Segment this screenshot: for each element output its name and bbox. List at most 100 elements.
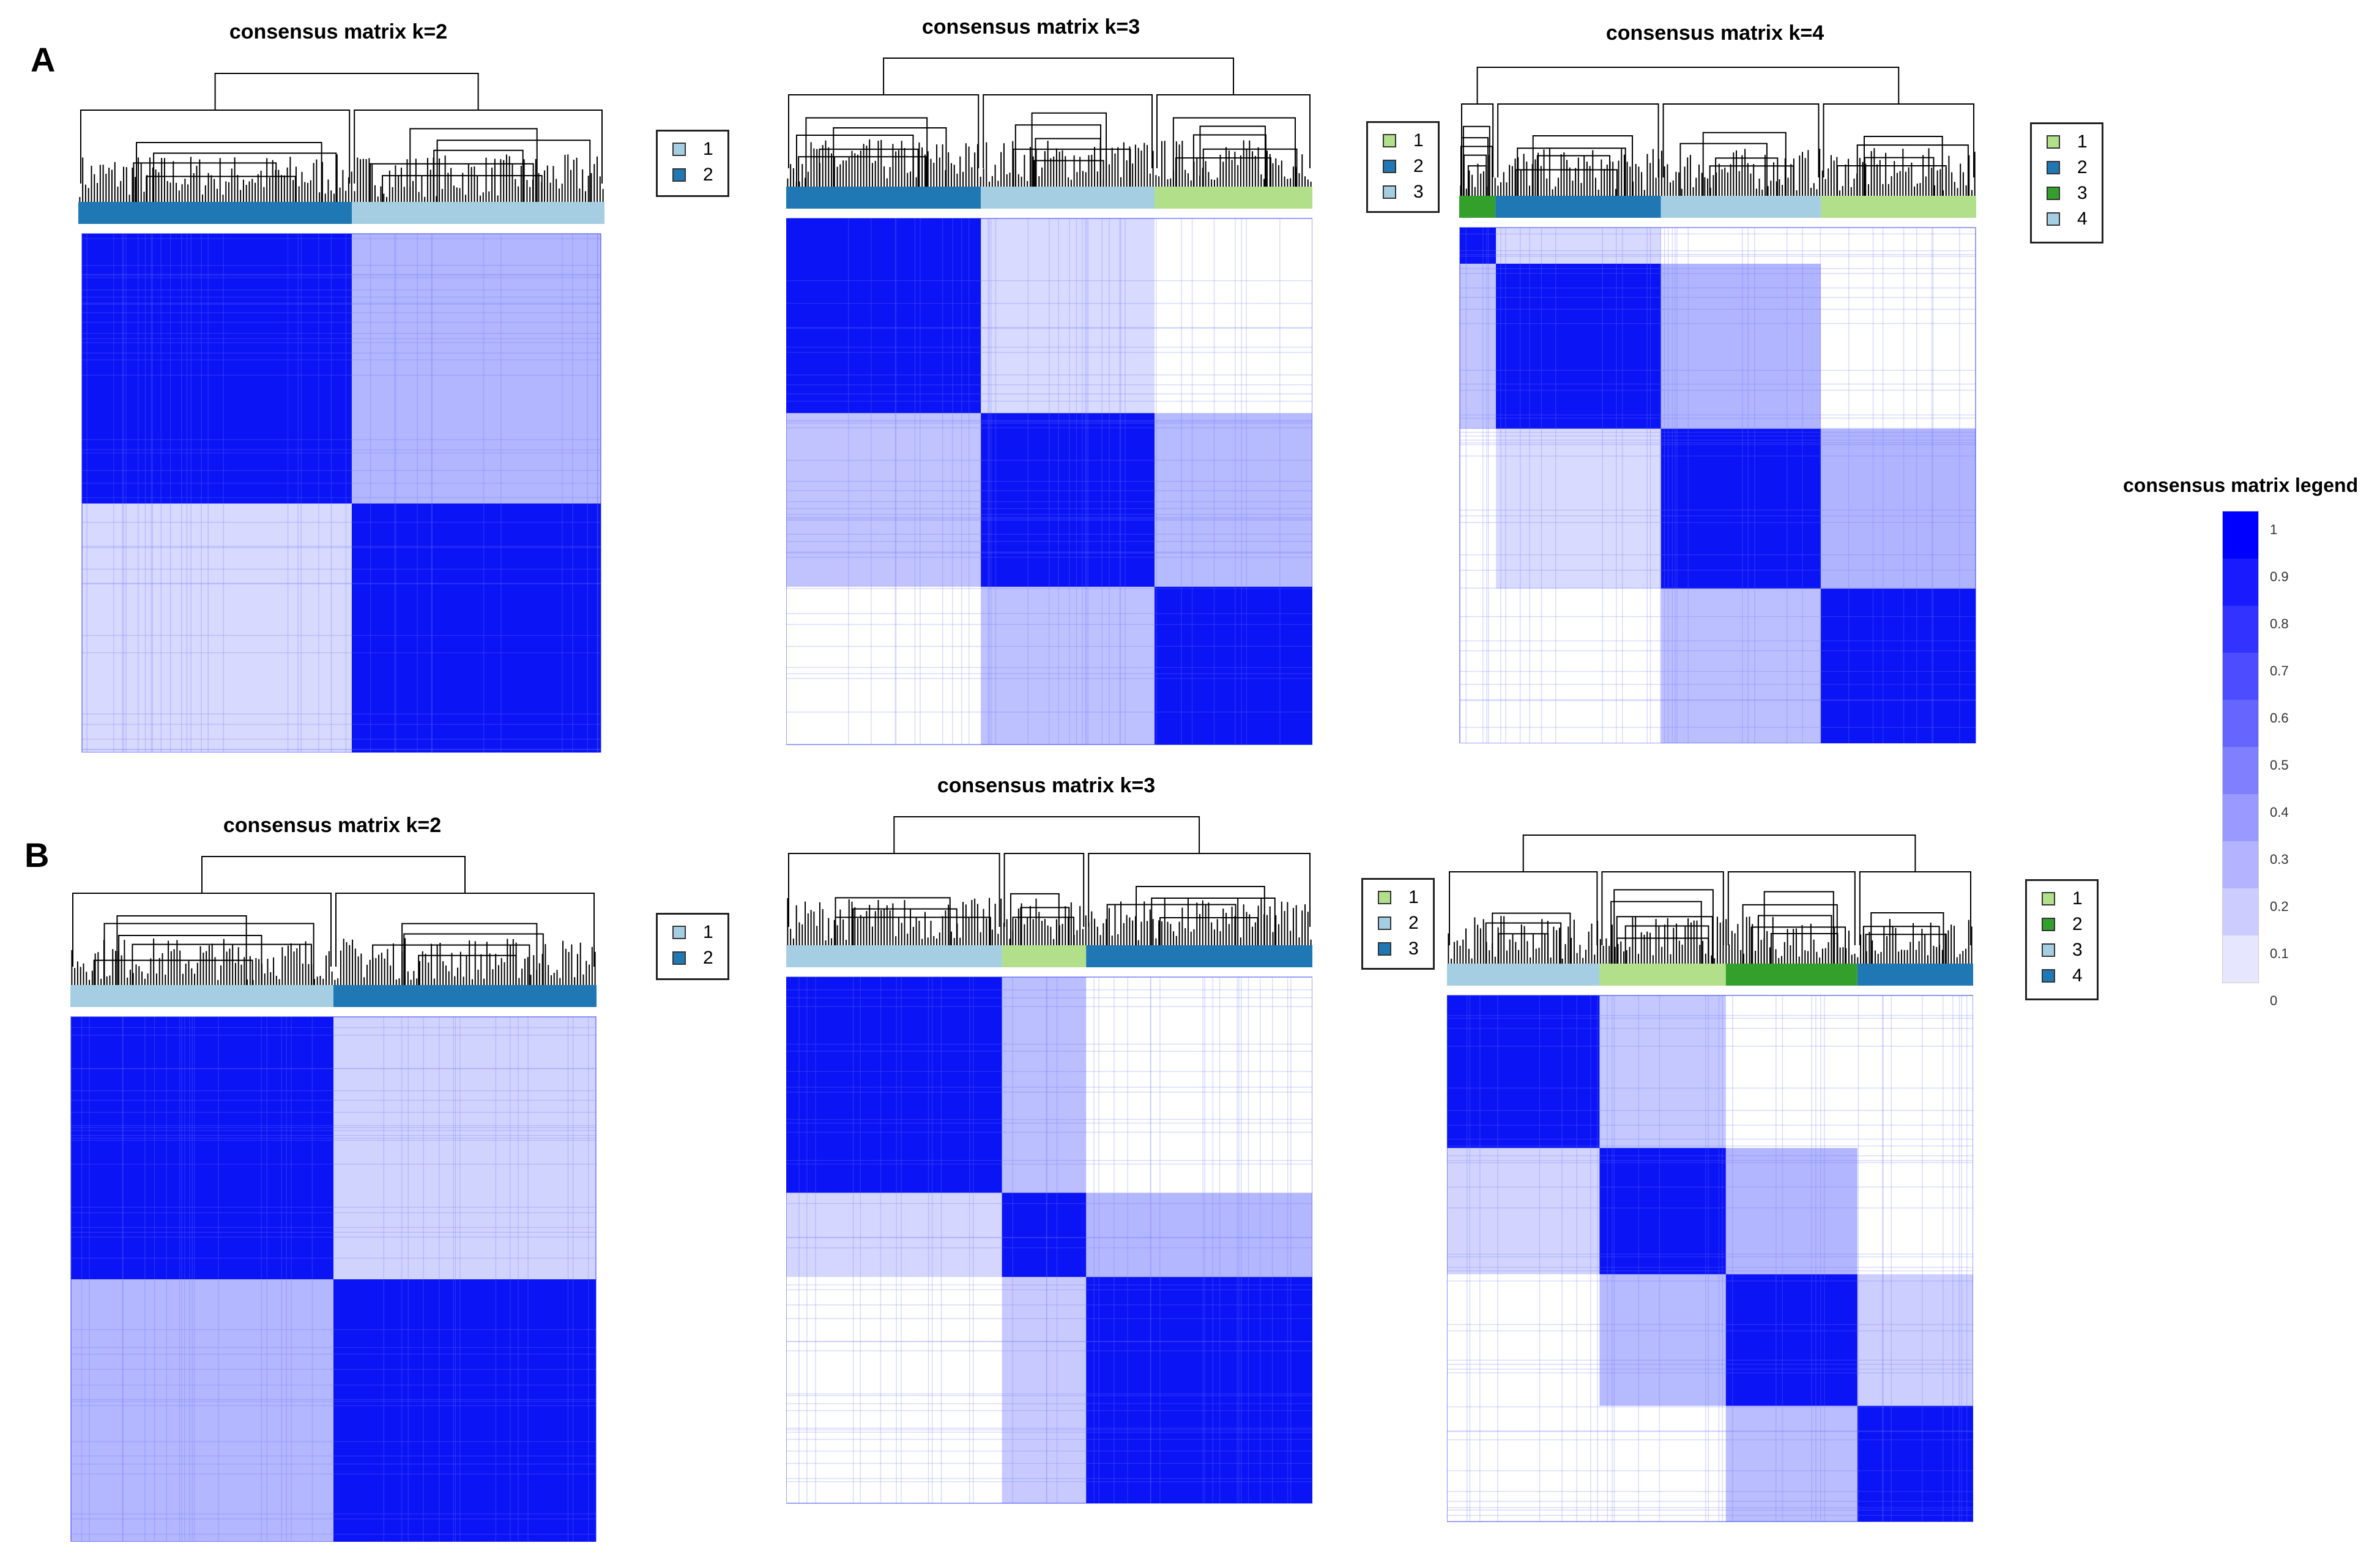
heatmap-a-k2 xyxy=(78,73,604,753)
cluster-block xyxy=(1857,1405,1973,1522)
cluster-block xyxy=(82,234,352,504)
cluster-segment xyxy=(786,945,1002,967)
offdiag-block xyxy=(1599,995,1726,1148)
cluster-segment xyxy=(352,202,604,224)
offdiag-block xyxy=(82,503,352,753)
cluster-segment xyxy=(1495,196,1661,218)
colorbar-tick-label: 1 xyxy=(2270,522,2278,537)
dendro-branch xyxy=(1013,148,1131,187)
cluster-block xyxy=(1155,587,1312,745)
colorbar-tick-label: 0.4 xyxy=(2270,805,2289,820)
dendro-branch xyxy=(1837,165,1947,196)
offdiag-block xyxy=(1725,1148,1858,1274)
cluster-block xyxy=(1725,1274,1858,1406)
cluster-segment xyxy=(1155,187,1312,209)
legend-swatch xyxy=(1378,916,1391,930)
cluster-segment xyxy=(1459,196,1496,218)
legend-label: 1 xyxy=(1413,130,1424,151)
dendro-cluster-branch xyxy=(1662,103,1820,177)
dendro-branch xyxy=(1515,169,1618,196)
legend-swatch xyxy=(672,143,686,156)
legend-label: 3 xyxy=(2072,940,2083,960)
legend-swatch xyxy=(1383,134,1396,147)
offdiag-block xyxy=(1496,228,1661,264)
cluster-segment xyxy=(1002,945,1087,967)
dendro-cluster-branch xyxy=(1497,103,1659,177)
consensus-matrix xyxy=(70,1016,597,1542)
cluster-segment xyxy=(1821,196,1976,218)
offdiag-block xyxy=(333,1017,596,1279)
offdiag-block xyxy=(1660,589,1821,743)
legend-label: 2 xyxy=(703,948,713,968)
colorbar-title: consensus matrix legend xyxy=(2123,474,2359,496)
legend-swatch xyxy=(672,168,686,182)
dendro-branch xyxy=(1012,916,1075,945)
dendro-branch xyxy=(1106,904,1236,945)
dendro-branch xyxy=(1865,934,1947,964)
legend-swatch xyxy=(1383,185,1396,199)
cluster-block xyxy=(71,1017,333,1279)
dendro-branch xyxy=(433,149,524,202)
colorbar-tick-label: 0.7 xyxy=(2270,663,2289,678)
colorbar-tick-label: 0.8 xyxy=(2270,616,2289,631)
legend-label: 4 xyxy=(2077,209,2088,229)
dendro-branch xyxy=(1136,885,1265,945)
colorbar-tick-label: 0.5 xyxy=(2270,757,2289,773)
colorbar-cell xyxy=(2223,841,2258,888)
dendro-branch xyxy=(103,923,314,985)
cluster-segment xyxy=(333,985,597,1007)
cluster-bar xyxy=(1459,196,1976,218)
dendro-branch xyxy=(372,944,530,985)
legend-label: 3 xyxy=(1408,939,1419,959)
legend-swatch xyxy=(672,926,686,939)
legend-label: 2 xyxy=(1408,913,1419,933)
cluster-bar xyxy=(786,187,1312,209)
dendro-branch xyxy=(1517,147,1626,196)
cluster-block xyxy=(1660,428,1821,589)
colorbar-tick-label: 0.3 xyxy=(2270,852,2289,867)
dendro-root xyxy=(1522,835,1916,872)
panel-label-b: B xyxy=(24,836,50,874)
heatmap-b-k3 xyxy=(786,816,1312,1504)
title-a-k2: consensus matrix k=2 xyxy=(229,20,448,43)
dendro-branch xyxy=(1757,915,1832,964)
dendro-branch xyxy=(1870,912,1944,964)
dendro-cluster-branch xyxy=(72,893,332,967)
cluster-block xyxy=(1821,589,1976,743)
dendro-branch xyxy=(1616,937,1709,964)
offdiag-block xyxy=(1599,1274,1726,1406)
cluster-bar xyxy=(70,985,597,1007)
cluster-segment xyxy=(786,187,981,209)
dendro-branch xyxy=(118,934,262,985)
offdiag-block xyxy=(71,1279,333,1542)
legend-label: 1 xyxy=(2077,132,2088,152)
offdiag-block xyxy=(786,1192,1002,1277)
dendro-branch xyxy=(1498,933,1549,964)
dendro-branch xyxy=(133,162,277,202)
dendro-branch xyxy=(1742,904,1838,964)
legend-swatch xyxy=(2047,161,2060,174)
dendrogram xyxy=(787,816,1312,945)
legend-label: 3 xyxy=(2077,183,2088,203)
dendro-branch xyxy=(1750,926,1846,964)
dendro-branch xyxy=(1715,157,1779,196)
legend-swatch xyxy=(2047,187,2060,200)
dendro-branch xyxy=(1613,889,1714,964)
offdiag-block xyxy=(1857,1274,1973,1406)
dendrogram xyxy=(1448,835,1973,964)
dendro-branch xyxy=(436,139,591,202)
consensus-matrix xyxy=(81,233,601,753)
offdiag-block xyxy=(1155,413,1312,587)
legend-a-k4: 1 2 3 4 xyxy=(2030,122,2103,244)
dendro-branch xyxy=(1031,112,1107,187)
dendro-branch xyxy=(403,933,544,985)
colorbar-cell xyxy=(2223,511,2258,559)
cluster-block xyxy=(333,1279,596,1542)
legend-swatch xyxy=(2047,212,2060,226)
legend-swatch xyxy=(2042,892,2055,905)
dendro-branch xyxy=(1151,897,1276,945)
cluster-segment xyxy=(1725,964,1858,986)
offdiag-block xyxy=(1002,977,1087,1193)
cluster-segment xyxy=(1599,964,1726,986)
legend-label: 4 xyxy=(2072,965,2083,986)
